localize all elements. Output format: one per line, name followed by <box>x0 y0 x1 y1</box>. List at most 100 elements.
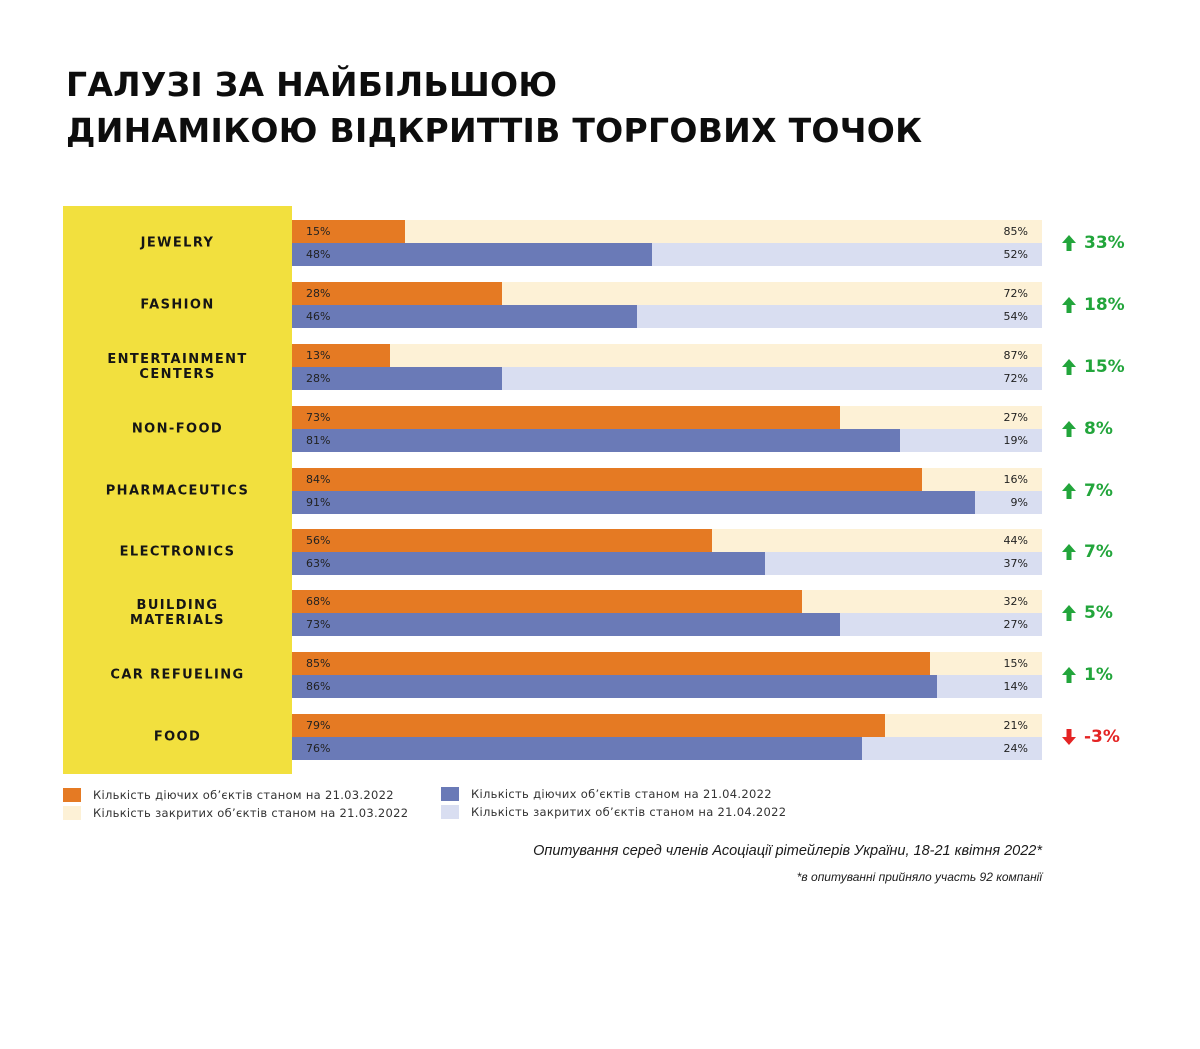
value-label-open-april-pharmaceutics: 91% <box>306 496 331 509</box>
legend-label-closed-march: Кількість закритих об’єктів станом на 21… <box>93 806 409 820</box>
bar-open-march-fashion <box>292 282 502 305</box>
change-indicator-non-food: 8% <box>1062 419 1113 439</box>
legend-swatch-open-march <box>63 788 81 802</box>
chart-title: ГАЛУЗІ ЗА НАЙБІЛЬШОЮ ДИНАМІКОЮ ВІДКРИТТІ… <box>66 62 922 154</box>
value-label-open-march-pharmaceutics: 84% <box>306 473 331 486</box>
legend-label-closed-april: Кількість закритих об’єктів станом на 21… <box>471 805 787 819</box>
change-value: 33% <box>1084 233 1125 253</box>
chart-title-line-2: ДИНАМІКОЮ ВІДКРИТТІВ ТОРГОВИХ ТОЧОК <box>66 111 923 150</box>
legend-item-closed-april: Кількість закритих об’єктів станом на 21… <box>441 805 786 819</box>
change-value: 5% <box>1084 603 1113 623</box>
arrow-up-icon <box>1062 483 1076 499</box>
value-label-closed-march-car-refueling: 15% <box>1003 657 1028 670</box>
bar-area: 15% 85% 48% 52% 28% 72% 46% 54% 13% 87% 28% 72% 73% 2… <box>292 206 1042 774</box>
value-label-open-march-jewelry: 15% <box>306 225 331 238</box>
value-label-open-march-car-refueling: 85% <box>306 657 331 670</box>
bar-open-march-food <box>292 714 885 737</box>
bar-closed-march-fashion <box>502 282 1042 305</box>
bar-closed-april-pharmaceutics <box>975 491 1042 514</box>
value-label-closed-april-building-materials: 27% <box>1003 618 1028 631</box>
bar-closed-april-electronics <box>765 552 1042 575</box>
category-label-line: PHARMACEUTICS <box>105 483 250 499</box>
legend-swatch-closed-march <box>63 806 81 820</box>
value-label-open-april-food: 76% <box>306 742 331 755</box>
category-label-line: MATERIALS <box>130 613 225 628</box>
arrow-down-icon <box>1062 729 1076 745</box>
legend-label-open-march: Кількість діючих об’єктів станом на 21.0… <box>93 788 394 802</box>
legend-item-open-april: Кількість діючих об’єктів станом на 21.0… <box>441 787 772 801</box>
category-label-line: BUILDING <box>136 598 219 613</box>
category-label-line: NON-FOOD <box>131 421 224 437</box>
category-label-non-food: NON-FOOD <box>63 422 292 437</box>
value-label-open-march-building-materials: 68% <box>306 595 331 608</box>
arrow-up-icon <box>1062 235 1076 251</box>
arrow-up-icon <box>1062 359 1076 375</box>
value-label-open-march-food: 79% <box>306 719 331 732</box>
value-label-closed-march-entertainment-centers: 87% <box>1003 349 1028 362</box>
bar-closed-march-electronics <box>712 529 1042 552</box>
bar-closed-april-building-materials <box>840 613 1042 636</box>
bar-closed-march-pharmaceutics <box>922 468 1042 491</box>
legend-swatch-open-april <box>441 787 459 801</box>
value-label-open-march-entertainment-centers: 13% <box>306 349 331 362</box>
category-label-line: FASHION <box>140 297 215 313</box>
bar-closed-april-food <box>862 737 1042 760</box>
category-label-pharmaceutics: PHARMACEUTICS <box>63 484 292 499</box>
value-label-closed-april-jewelry: 52% <box>1003 248 1028 261</box>
bar-open-april-non-food <box>292 429 900 452</box>
legend-swatch-closed-april <box>441 805 459 819</box>
value-label-open-april-fashion: 46% <box>306 310 331 323</box>
bar-closed-march-entertainment-centers <box>390 344 1042 367</box>
value-label-closed-march-pharmaceutics: 16% <box>1003 473 1028 486</box>
category-label-jewelry: JEWELRY <box>63 236 292 251</box>
value-label-closed-april-car-refueling: 14% <box>1003 680 1028 693</box>
value-label-closed-april-food: 24% <box>1003 742 1028 755</box>
change-value: -3% <box>1084 727 1120 747</box>
category-label-line: CENTERS <box>139 367 216 382</box>
bar-open-march-jewelry <box>292 220 405 243</box>
change-indicator-jewelry: 33% <box>1062 233 1125 253</box>
category-label-line: FOOD <box>153 729 202 745</box>
value-label-closed-april-entertainment-centers: 72% <box>1003 372 1028 385</box>
arrow-up-icon <box>1062 667 1076 683</box>
footnote: *в опитуванні прийняло участь 92 компані… <box>796 870 1042 884</box>
value-label-open-march-non-food: 73% <box>306 411 331 424</box>
survey-note: Опитування серед членів Асоціації рітейл… <box>533 843 1042 859</box>
change-value: 15% <box>1084 357 1125 377</box>
bar-open-april-pharmaceutics <box>292 491 975 514</box>
category-panel: JEWELRY FASHION ENTERTAINMENT CENTERS NON-FO… <box>63 206 292 774</box>
bar-open-april-car-refueling <box>292 675 937 698</box>
bar-open-march-building-materials <box>292 590 802 613</box>
bar-closed-march-building-materials <box>802 590 1042 613</box>
change-value: 18% <box>1084 295 1125 315</box>
change-indicator-entertainment-centers: 15% <box>1062 357 1125 377</box>
category-label-entertainment-centers: ENTERTAINMENT CENTERS <box>63 352 292 382</box>
arrow-up-icon <box>1062 421 1076 437</box>
value-label-open-april-non-food: 81% <box>306 434 331 447</box>
change-value: 8% <box>1084 419 1113 439</box>
bar-closed-march-non-food <box>840 406 1042 429</box>
category-label-line: JEWELRY <box>140 235 215 251</box>
bar-closed-april-non-food <box>900 429 1042 452</box>
value-label-open-april-jewelry: 48% <box>306 248 331 261</box>
change-indicator-building-materials: 5% <box>1062 603 1113 623</box>
chart-title-line-1: ГАЛУЗІ ЗА НАЙБІЛЬШОЮ <box>66 65 558 104</box>
arrow-up-icon <box>1062 605 1076 621</box>
arrow-up-icon <box>1062 297 1076 313</box>
bar-closed-april-fashion <box>637 305 1042 328</box>
change-indicator-pharmaceutics: 7% <box>1062 481 1113 501</box>
value-label-open-march-fashion: 28% <box>306 287 331 300</box>
bar-open-april-electronics <box>292 552 765 575</box>
value-label-closed-march-fashion: 72% <box>1003 287 1028 300</box>
value-label-open-april-building-materials: 73% <box>306 618 331 631</box>
bar-open-april-building-materials <box>292 613 840 636</box>
bar-closed-april-entertainment-centers <box>502 367 1042 390</box>
value-label-closed-march-non-food: 27% <box>1003 411 1028 424</box>
bar-open-march-entertainment-centers <box>292 344 390 367</box>
bar-open-march-car-refueling <box>292 652 930 675</box>
category-label-fashion: FASHION <box>63 298 292 313</box>
value-label-closed-april-non-food: 19% <box>1003 434 1028 447</box>
value-label-closed-april-pharmaceutics: 9% <box>1010 496 1028 509</box>
category-label-line: ELECTRONICS <box>119 544 236 560</box>
value-label-closed-april-fashion: 54% <box>1003 310 1028 323</box>
